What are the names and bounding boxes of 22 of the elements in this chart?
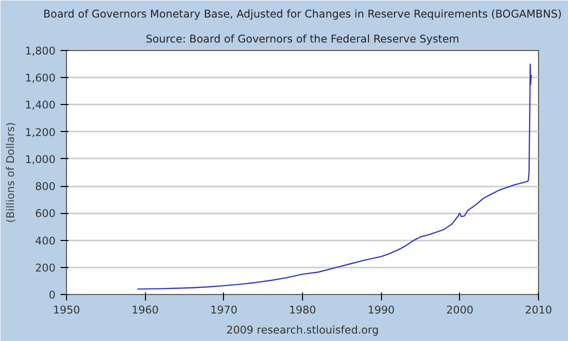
chart-title: Board of Governors Monetary Base, Adjusted for Changes in Reserve Requirements (BOGAMBNS) — [43, 8, 562, 20]
y-tick-label: 800 — [35, 180, 56, 194]
y-tick-label: 600 — [35, 207, 56, 220]
x-tick-label: 2000 — [446, 304, 474, 316]
x-tick-label: 2010 — [524, 304, 552, 316]
y-tick-label: 1,200 — [24, 126, 56, 139]
x-tick-label: 1960 — [132, 304, 159, 316]
y-tick-label: 0 — [48, 288, 56, 302]
x-tick-label: 1950 — [52, 304, 80, 316]
y-tick-label: 200 — [35, 261, 56, 274]
line-series — [136, 63, 532, 290]
y-axis-title: (Billions of Dollars) — [4, 122, 17, 223]
y-tick-label: 1,400 — [24, 98, 56, 112]
text: 2009 research.stlouisfed.org — [226, 324, 379, 336]
x-tick-label: 1970 — [210, 304, 238, 316]
x-tick-label: 1990 — [368, 304, 395, 316]
x-tick-label: 1980 — [288, 304, 316, 316]
y-tick-label: 400 — [35, 234, 56, 248]
y-tick-label: 1,600 — [24, 72, 56, 85]
chart-subtitle: Source: Board of Governors of the Federal Reserve System — [146, 32, 460, 46]
y-tick-label: 1,800 — [24, 44, 56, 58]
y-tick-label: 1,000 — [24, 152, 56, 166]
